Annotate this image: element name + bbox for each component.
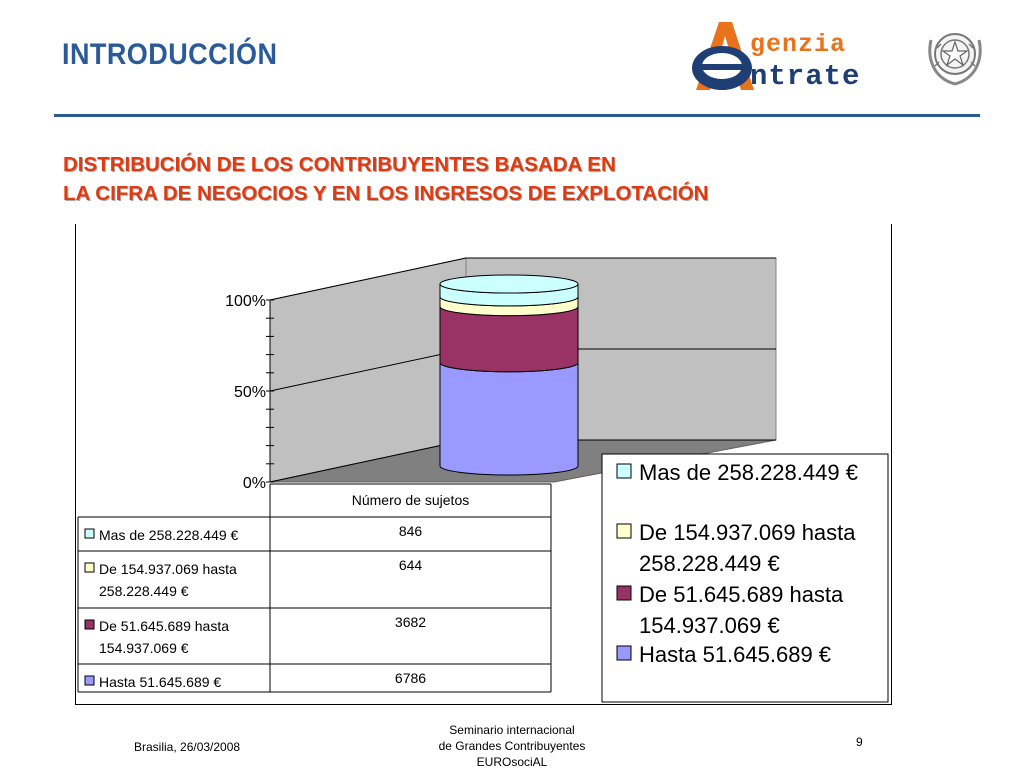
logo-text-ntrate: ntrate [750, 60, 861, 93]
logo-a-icon [692, 22, 754, 90]
page-number: 9 [856, 735, 863, 749]
agenzia-entrate-logo: genzia ntrate [686, 18, 926, 98]
slide-subtitle: DISTRIBUCIÓN DE LOS CONTRIBUYENTES BASAD… [63, 150, 708, 208]
logo-text-genzia: genzia [750, 30, 847, 59]
italian-emblem-icon [928, 33, 982, 86]
chart-frame [75, 224, 892, 705]
footer-date: Brasilia, 26/03/2008 [134, 740, 241, 754]
header-divider [54, 114, 980, 117]
slide-title: INTRODUCCIÓN [62, 38, 278, 71]
subtitle-line-1: DISTRIBUCIÓN DE LOS CONTRIBUYENTES BASAD… [63, 153, 616, 176]
footer-event-line-3: EUROsociAL [476, 755, 548, 769]
footer-event: Seminario internacional de Grandes Contr… [412, 722, 612, 770]
subtitle-line-2: LA CIFRA DE NEGOCIOS Y EN LOS INGRESOS D… [63, 182, 709, 205]
footer-event-line-1: Seminario internacional [449, 723, 575, 737]
footer-event-line-2: de Grandes Contribuyentes [438, 739, 586, 753]
